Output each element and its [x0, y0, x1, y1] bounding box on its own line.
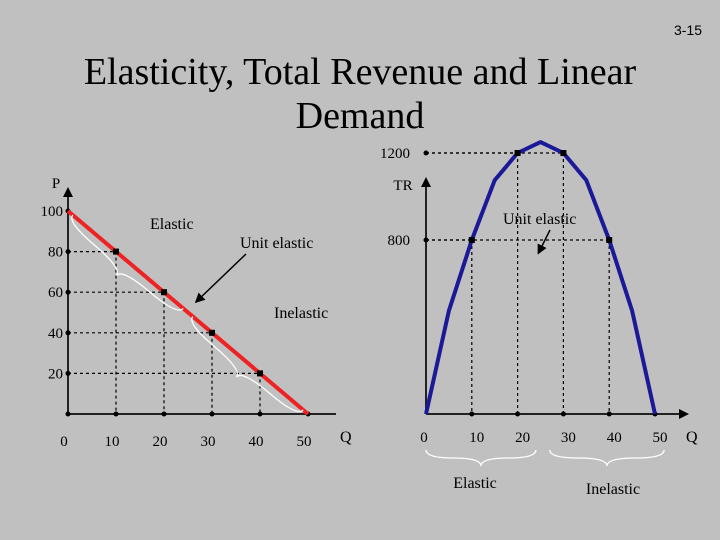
demand-y-tick-label: 40 [48, 326, 63, 342]
inelastic-brace [191, 316, 304, 413]
demand-x-tick-label: 40 [249, 434, 264, 450]
demand-line [66, 209, 310, 416]
tr-point [514, 150, 521, 156]
slide-number: 3-15 [673, 22, 702, 38]
inelastic-label: Inelastic [274, 305, 328, 322]
tr-x-tick-label: 50 [653, 430, 668, 446]
demand-x-tick-label: 50 [297, 434, 312, 450]
demand-y-tick-label: 60 [48, 285, 63, 301]
unit-elastic-label: Unit elastic [240, 235, 313, 252]
tr-inelastic-label: Inelastic [586, 481, 640, 498]
tr-x-tick-label: 30 [561, 430, 576, 446]
tr-x-tick-label: 0 [420, 430, 428, 446]
demand-x-axis-label: Q [340, 429, 352, 446]
demand-x-tick-label: 0 [60, 434, 68, 450]
demand-point [209, 329, 215, 336]
demand-chart: P Q 20 40 60 80 100 0 10 20 30 40 50 Elastic Unit elas… [41, 176, 353, 450]
demand-y-tick-label: 80 [48, 245, 63, 261]
tr-x-tick-label: 10 [469, 430, 484, 446]
demand-point [161, 289, 167, 296]
tr-point [606, 237, 613, 243]
demand-x-tick [257, 411, 263, 417]
tr-x-tick [606, 411, 612, 417]
tr-y-tick-label: 1200 [380, 146, 410, 162]
elastic-brace [71, 214, 184, 311]
demand-x-tick-label: 10 [105, 434, 120, 450]
slide-title: Elasticity, Total Revenue and Linear Dem… [83, 51, 637, 137]
tr-curve [424, 140, 657, 415]
demand-y-tick-label: 100 [41, 204, 64, 220]
tr-point [468, 237, 475, 243]
tr-unit-elastic-arrow [537, 229, 551, 255]
demand-x-tick-label: 20 [153, 434, 168, 450]
demand-x-tick [209, 411, 215, 417]
tr-x-axis-label: Q [686, 429, 698, 446]
tr-inelastic-brace [549, 449, 665, 467]
demand-y-axis-label: P [52, 176, 60, 192]
tr-point [560, 150, 567, 156]
unit-elastic-arrow [194, 253, 247, 304]
tr-elastic-label: Elastic [453, 475, 497, 492]
tr-x-tick-label: 20 [515, 430, 530, 446]
demand-x-tick-label: 30 [201, 434, 216, 450]
tr-y-tick-label: 800 [388, 233, 411, 249]
tr-unit-elastic-label: Unit elastic [503, 211, 576, 228]
demand-y-tick-label: 20 [48, 366, 63, 382]
elastic-label: Elastic [150, 216, 194, 233]
demand-point [257, 370, 263, 377]
demand-point [113, 248, 119, 255]
tr-y-axis-label: TR [393, 178, 412, 194]
tr-x-tick-label: 40 [607, 430, 622, 446]
tr-elastic-brace [425, 449, 537, 467]
total-revenue-chart: TR Q 800 1200 0 10 20 30 40 50 Unit elastic Elastic… [380, 140, 698, 498]
tr-x-tick [469, 411, 475, 417]
demand-x-tick [65, 411, 71, 417]
